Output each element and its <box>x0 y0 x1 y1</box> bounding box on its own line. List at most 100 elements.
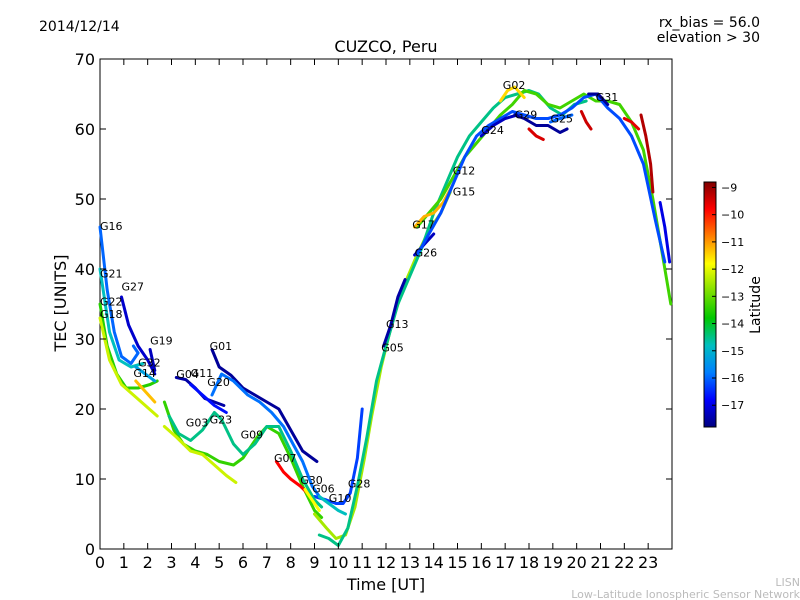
chart-title: CUZCO, Peru <box>334 37 437 56</box>
prn-label: G09 <box>241 428 264 441</box>
x-tick-label: 5 <box>214 553 224 572</box>
x-tick-label: 22 <box>614 553 634 572</box>
prn-label: G24 <box>481 124 504 137</box>
x-tick-label: 17 <box>495 553 515 572</box>
x-tick-label: 18 <box>519 553 539 572</box>
colorbar-label: Latitude <box>748 276 764 334</box>
prn-label: G04 <box>176 368 199 381</box>
x-tick-label: 15 <box>447 553 467 572</box>
series-g23 <box>167 411 324 509</box>
x-tick-label: 12 <box>376 553 396 572</box>
series-g14 <box>134 379 157 404</box>
series-g33 <box>658 201 672 264</box>
prn-label: G31 <box>596 91 619 104</box>
prn-label: G25 <box>551 113 574 126</box>
colorbar-ticks: −9 −10 −11 −12 −13 −14 −15 −16 −17 <box>712 181 744 412</box>
prn-label: G30 <box>300 474 323 487</box>
series-g13 <box>317 89 588 547</box>
series-g09 <box>162 425 238 484</box>
prn-label: G23 <box>210 414 233 427</box>
x-axis-label: Time [UT] <box>346 575 425 594</box>
prn-label: G02 <box>503 79 526 92</box>
x-tick-label: 4 <box>190 553 200 572</box>
series-g35 <box>527 127 545 141</box>
prn-label: G17 <box>412 218 435 231</box>
prn-label: G06 <box>312 482 335 495</box>
series-layer <box>98 85 673 547</box>
x-tick-label: 20 <box>566 553 586 572</box>
y-tick-label: 70 <box>75 50 95 69</box>
series-g34 <box>579 110 593 131</box>
prn-label: G28 <box>348 477 371 490</box>
series-g32 <box>134 365 157 383</box>
colorbar-tick-label: −14 <box>721 318 744 331</box>
prn-label: G20 <box>207 376 230 389</box>
x-tick-label: 13 <box>400 553 420 572</box>
y-tick-label: 10 <box>75 470 95 489</box>
colorbar-tick-label: −15 <box>721 345 744 358</box>
prn-label: G15 <box>453 186 476 199</box>
x-tick-label: 16 <box>471 553 491 572</box>
series-g25 <box>549 113 574 124</box>
series-g02 <box>498 85 526 103</box>
prn-label: G01 <box>210 340 233 353</box>
colorbar-tick-label: −16 <box>721 372 744 385</box>
series-g18 <box>98 316 159 418</box>
x-tick-label: 11 <box>352 553 372 572</box>
series-g16 <box>98 225 140 365</box>
plot-area <box>99 58 673 550</box>
colorbar-tick-label: −11 <box>721 236 744 249</box>
rx-bias-label: rx_bias = 56.0 <box>659 15 760 31</box>
series-g20 <box>210 372 321 498</box>
prn-label: G27 <box>122 281 145 294</box>
colorbar-tick-label: −10 <box>721 209 744 222</box>
y-tick-label: 30 <box>75 330 95 349</box>
prn-label: G16 <box>100 220 123 233</box>
prn-label: G12 <box>453 165 476 178</box>
date-label: 2014/12/14 <box>39 19 120 35</box>
series-g08 <box>622 117 641 131</box>
series-g31 <box>587 92 610 106</box>
series-g14b <box>639 113 655 194</box>
prn-label: G26 <box>415 246 438 259</box>
prn-label: G29 <box>515 109 538 122</box>
series-g06 <box>317 495 347 516</box>
colorbar-tick-label: −9 <box>721 181 737 194</box>
prn-label: G18 <box>100 308 123 321</box>
colorbar <box>703 181 717 428</box>
x-tick-label: 0 <box>95 553 105 572</box>
prn-label: G13 <box>386 318 409 331</box>
prn-label: G14 <box>133 367 156 380</box>
x-tick-label: 3 <box>166 553 176 572</box>
prn-label: G07 <box>274 452 297 465</box>
tick-layer: 0 1 2 3 4 5 6 7 8 9 10 11 12 13 14 15 16 17 18 19 20 21 22 2301… <box>75 50 672 572</box>
x-tick-label: 7 <box>262 553 272 572</box>
footer-lisn: LISN <box>775 576 800 589</box>
x-tick-label: 10 <box>328 553 348 572</box>
x-tick-label: 14 <box>423 553 443 572</box>
x-tick-label: 19 <box>543 553 563 572</box>
prn-label: G21 <box>100 267 123 280</box>
prn-label: G10 <box>329 492 352 505</box>
footer-network: Low-Latitude Ionospheric Sensor Network <box>571 588 800 600</box>
y-tick-label: 20 <box>75 400 95 419</box>
colorbar-tick-label: −17 <box>721 399 744 412</box>
prn-label: G19 <box>150 335 173 348</box>
prn-label: G22 <box>100 295 123 308</box>
x-tick-label: 1 <box>119 553 129 572</box>
elevation-label: elevation > 30 <box>657 30 760 46</box>
series-g24 <box>479 113 519 138</box>
y-tick-label: 0 <box>85 540 95 559</box>
y-tick-label: 60 <box>75 120 95 139</box>
x-tick-label: 8 <box>286 553 296 572</box>
series-g07 <box>274 460 309 495</box>
x-tick-label: 21 <box>590 553 610 572</box>
series-g11 <box>189 383 228 414</box>
series-g05 <box>382 278 407 348</box>
prn-label: G03 <box>186 417 209 430</box>
series-g27 <box>120 295 157 376</box>
prn-label: G05 <box>381 342 404 355</box>
series-g15 <box>415 92 667 264</box>
